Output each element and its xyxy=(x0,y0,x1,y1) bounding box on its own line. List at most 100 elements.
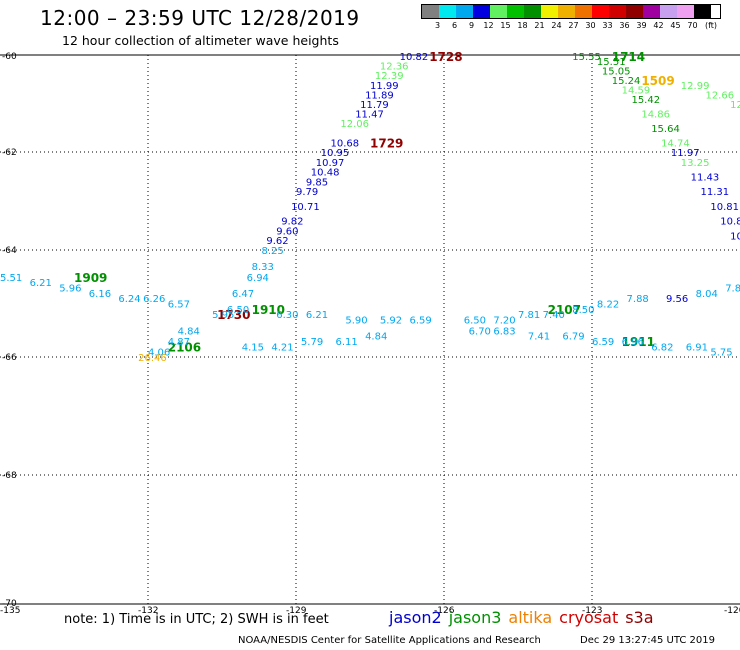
wave-height-value: 6.24 xyxy=(118,294,140,305)
legend-color-box xyxy=(439,5,456,18)
wave-height-value: 4.84 xyxy=(365,332,387,343)
wave-height-value: 5.75 xyxy=(710,348,732,359)
legend-value-label: 39 xyxy=(636,21,647,30)
legend-value-label: 30 xyxy=(585,21,596,30)
wave-height-value: 6.83 xyxy=(493,326,515,337)
wave-height-value: 7.88 xyxy=(627,294,649,305)
legend-value-label: 45 xyxy=(670,21,681,30)
wave-height-value: 26.46 xyxy=(138,353,167,364)
satellite-legend: jason2 jason3 altika cryosat s3a xyxy=(389,608,661,627)
pass-time-label: 2106 xyxy=(168,340,201,354)
wave-height-value: 5.92 xyxy=(380,316,402,327)
wave-height-value: 6.21 xyxy=(306,310,328,321)
wave-height-value: 11.31 xyxy=(701,187,730,198)
legend-value-label: 15 xyxy=(500,21,511,30)
wave-height-value: 9.62 xyxy=(266,236,288,247)
legend-color-box xyxy=(558,5,575,18)
legend-color-box xyxy=(507,5,524,18)
wave-height-value: 10.82 xyxy=(400,52,429,63)
legend-color-box xyxy=(473,5,490,18)
wave-height-value: 6.26 xyxy=(143,294,165,305)
wave-height-value: 12.99 xyxy=(681,81,710,92)
wave-height-value: 15.42 xyxy=(631,95,660,106)
wave-height-value: 8.33 xyxy=(252,262,274,273)
wave-height-value: 7.20 xyxy=(493,316,515,327)
wave-height-value: 9.85 xyxy=(306,177,328,188)
legend-color-box xyxy=(609,5,626,18)
wave-height-value: 7.85 xyxy=(725,283,740,294)
x-tick-label: -129 xyxy=(286,606,307,616)
legend-value-label: 18 xyxy=(517,21,528,30)
legend-color-box xyxy=(422,5,439,18)
wave-height-value: 9.56 xyxy=(666,294,688,305)
legend-color-box xyxy=(456,5,473,18)
legend-color-box xyxy=(677,5,694,18)
wave-height-value: 7.41 xyxy=(528,332,550,343)
legend-value-label: 33 xyxy=(602,21,613,30)
wave-height-value: 10.80 xyxy=(720,217,740,228)
legend-color-box xyxy=(490,5,507,18)
wave-height-value: 13.25 xyxy=(681,158,710,169)
wave-height-value: 6.79 xyxy=(562,332,584,343)
wave-height-value: 6.91 xyxy=(686,342,708,353)
legend-value-label: 21 xyxy=(534,21,545,30)
legend-value-label: 9 xyxy=(468,21,475,30)
wave-height-value: 15.24 xyxy=(612,76,641,87)
satellite-jason3-label: jason3 xyxy=(448,608,502,627)
legend-color-box xyxy=(524,5,541,18)
legend-value-label: 12 xyxy=(483,21,494,30)
wave-height-value: 6.21 xyxy=(30,278,52,289)
wave-height-value: 11.43 xyxy=(691,173,720,184)
wave-height-value: 10.71 xyxy=(291,202,320,213)
wave-height-value: 5.90 xyxy=(345,316,367,327)
wave-height-value: 10.68 xyxy=(331,138,360,149)
legend-color-boxes xyxy=(421,4,721,19)
x-tick-label: -135 xyxy=(0,606,20,616)
wave-height-value: 6.50 xyxy=(464,316,486,327)
wave-height-value: 15.05 xyxy=(602,66,631,77)
legend-color-box xyxy=(660,5,677,18)
wave-height-value: 11.97 xyxy=(671,148,700,159)
legend-color-box xyxy=(541,5,558,18)
legend-unit-label: (ft) xyxy=(704,21,718,30)
wave-height-value: 6.30 xyxy=(276,310,298,321)
legend-value-label: 36 xyxy=(619,21,630,30)
pass-time-label: 1911 xyxy=(622,335,655,349)
axis-tick-labels: -60 -62 -64 -66 -68 -70-135 -132 -129 -126 -123 -1… xyxy=(0,52,740,616)
wave-height-value: 10.97 xyxy=(316,158,345,169)
wave-height-value: 11.99 xyxy=(370,81,399,92)
wave-height-value: 5.51 xyxy=(0,273,22,284)
wave-height-value: 11.79 xyxy=(360,100,389,111)
satellite-jason2-label: jason2 xyxy=(389,608,442,627)
y-tick-label: -70 xyxy=(2,599,17,609)
satellite-cryosat-label: cryosat xyxy=(559,608,619,627)
wave-height-labels: 1728 1729 1730 1714 1509 1909 1910 2107 2106 1911… xyxy=(0,50,740,364)
wave-height-value: 9.82 xyxy=(281,217,303,228)
wave-height-value: 4.21 xyxy=(271,342,293,353)
map-frame xyxy=(0,54,740,605)
wave-height-value: 6.11 xyxy=(335,337,357,348)
wave-height-value: 6.57 xyxy=(168,300,190,311)
legend-value-label: 27 xyxy=(568,21,579,30)
x-tick-label: -126 xyxy=(434,606,455,616)
pass-time-label: 1509 xyxy=(641,74,674,88)
satellite-altika-label: altika xyxy=(508,608,553,627)
legend-color-box xyxy=(643,5,660,18)
credit-text: NOAA/NESDIS Center for Satellite Applica… xyxy=(238,635,541,646)
y-tick-label: -60 xyxy=(2,52,17,62)
x-tick-label: -120 xyxy=(724,606,740,616)
wave-height-value: 4.84 xyxy=(178,326,200,337)
x-tick-label: -132 xyxy=(138,606,158,616)
wave-height-value: 10.81 xyxy=(710,202,739,213)
y-tick-label: -62 xyxy=(2,148,17,158)
wave-height-value: 6.96 xyxy=(622,337,644,348)
legend-color-box xyxy=(575,5,592,18)
wave-height-value: 6.59 xyxy=(409,316,431,327)
lat-lon-grid xyxy=(0,55,740,604)
wave-height-value: 7.81 xyxy=(518,310,540,321)
pass-time-label: 1910 xyxy=(252,303,285,317)
y-tick-label: -66 xyxy=(2,353,17,363)
wave-height-value: 6.70 xyxy=(469,326,491,337)
wave-height-value: 12.75 xyxy=(730,100,740,111)
